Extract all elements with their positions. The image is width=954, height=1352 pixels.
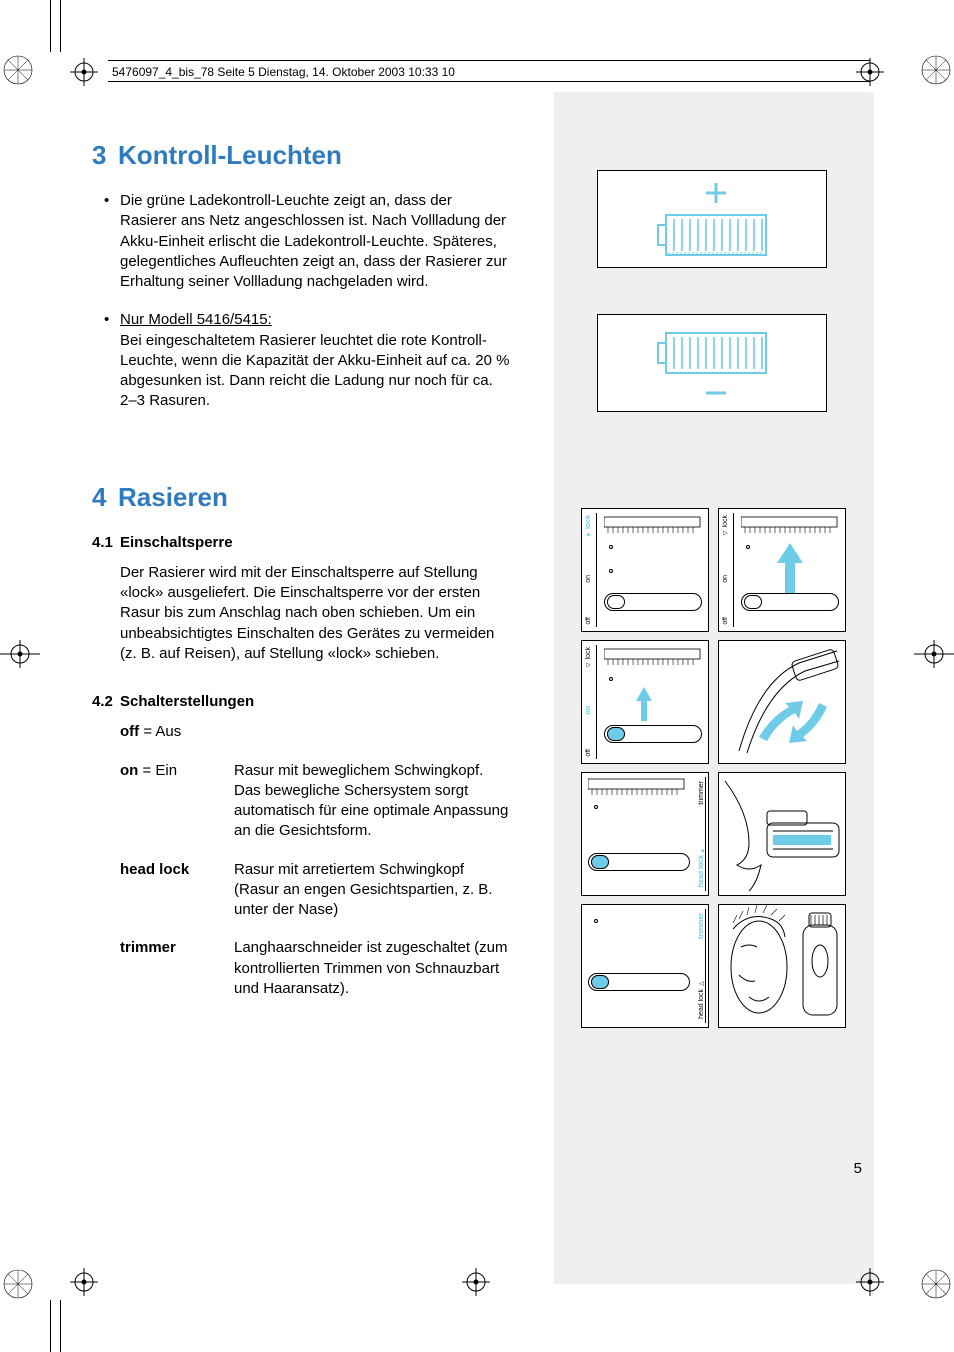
- figure-face-trim: [718, 904, 846, 1028]
- def-desc: [234, 722, 512, 742]
- registration-mark-icon: [0, 52, 40, 92]
- page-header-meta: 5476097_4_bis_78 Seite 5 Dienstag, 14. O…: [108, 60, 870, 82]
- crop-mark: [60, 1300, 61, 1352]
- def-term-rest: = Aus: [139, 723, 181, 740]
- arrow-up-icon: [775, 543, 805, 599]
- face-trim-icon: [719, 905, 847, 1029]
- switch-label-lock: ◁ lock: [585, 647, 592, 668]
- section-title: Kontroll-Leuchten: [118, 140, 342, 170]
- bullet-item: Die grüne Ladekontroll-Leuchte zeigt an,…: [92, 191, 512, 292]
- bullet-item: Nur Modell 5416/5415: Bei eingeschaltete…: [92, 310, 512, 411]
- def-desc: Rasur mit arretiertem Schwingkopf (Rasur…: [234, 860, 512, 921]
- battery-low-icon: [598, 315, 828, 413]
- figure-battery-full: [597, 170, 827, 268]
- target-mark-icon: [462, 1268, 490, 1296]
- subsection-4-1-heading: 4.1Einschaltsperre: [92, 533, 512, 553]
- switch-label-on: on: [585, 706, 592, 715]
- definition-on: on = Ein Rasur mit beweglichem Schwingko…: [120, 761, 512, 842]
- bullet-text: Die grüne Ladekontroll-Leuchte zeigt an,…: [120, 192, 507, 290]
- registration-mark-icon: [0, 1262, 40, 1302]
- model-text: Bei eingeschaltetem Rasierer leuchtet di…: [120, 332, 509, 410]
- target-mark-icon: [70, 1268, 98, 1296]
- switch-label-trimmer: trimmer: [698, 781, 705, 805]
- switch-label-off: off: [585, 617, 592, 625]
- subsection-number: 4.1: [92, 533, 120, 553]
- target-mark-icon: [856, 1268, 884, 1296]
- def-term-bold: head lock: [120, 861, 189, 878]
- figure-switch-lock: off on ◄ lock: [581, 508, 709, 632]
- section-title: Rasieren: [118, 482, 228, 512]
- crop-mark: [50, 0, 51, 52]
- comb-icon: [604, 647, 704, 667]
- registration-mark-icon: [914, 52, 954, 92]
- switch-label-lock: ◁ lock: [722, 515, 729, 536]
- nose-shave-icon: [719, 773, 847, 897]
- definition-headlock: head lock Rasur mit arretiertem Schwingk…: [120, 860, 512, 921]
- comb-icon: [604, 515, 704, 535]
- switch-label-headlock: head lock ▷: [698, 980, 705, 1019]
- target-mark-icon: [914, 640, 954, 668]
- def-term-bold: on: [120, 762, 138, 779]
- subsection-title: Einschaltsperre: [120, 534, 233, 551]
- crop-mark: [60, 0, 61, 52]
- def-desc: Langhaarschneider ist zugeschaltet (zum …: [234, 938, 512, 999]
- section-3-heading: 3Kontroll-Leuchten: [92, 140, 872, 171]
- subsection-title: Schalterstellungen: [120, 693, 254, 710]
- def-term-rest: = Ein: [138, 762, 177, 779]
- switch-label-trimmer: trimmer: [698, 913, 705, 939]
- model-underline: Nur Modell 5416/5415:: [120, 311, 272, 328]
- switch-label-headlock: head lock ►: [698, 847, 705, 887]
- subsection-4-2-heading: 4.2Schalterstellungen: [92, 692, 512, 712]
- switch-label-off: off: [585, 749, 592, 757]
- target-mark-icon: [0, 640, 40, 668]
- subsection-number: 4.2: [92, 692, 120, 712]
- shaver-swivel-icon: [719, 641, 847, 765]
- subsection-4-1-text: Der Rasierer wird mit der Einschaltsperr…: [92, 563, 512, 664]
- def-term-bold: trimmer: [120, 939, 176, 956]
- section-number: 4: [92, 482, 118, 513]
- figure-battery-low: [597, 314, 827, 412]
- comb-icon: [741, 515, 841, 535]
- figure-nose-shave: [718, 772, 846, 896]
- registration-mark-icon: [914, 1262, 954, 1302]
- figure-shaver-swivel: [718, 640, 846, 764]
- arrow-up-icon: [634, 687, 654, 725]
- figure-switch-on: off on ◁ lock: [581, 640, 709, 764]
- definition-off: off = Aus: [120, 722, 512, 742]
- def-desc: Rasur mit beweglichem Schwingkopf. Das b…: [234, 761, 512, 842]
- figure-switch-headlock: head lock ► trimmer: [581, 772, 709, 896]
- comb-icon: [588, 777, 688, 797]
- def-term-bold: off: [120, 723, 139, 740]
- switch-label-lock: ◄ lock: [585, 515, 592, 537]
- section-number: 3: [92, 140, 118, 171]
- switch-label-on: on: [585, 575, 592, 583]
- figure-switch-lock-arrow: off on ◁ lock: [718, 508, 846, 632]
- switch-label-off: off: [722, 617, 729, 625]
- definition-trimmer: trimmer Langhaarschneider ist zugeschalt…: [120, 938, 512, 999]
- crop-mark: [50, 1300, 51, 1352]
- target-mark-icon: [70, 58, 98, 86]
- battery-full-icon: [598, 171, 828, 269]
- figure-switch-trimmer: head lock ▷ trimmer: [581, 904, 709, 1028]
- page-number: 5: [854, 1160, 862, 1177]
- switch-label-on: on: [722, 575, 729, 583]
